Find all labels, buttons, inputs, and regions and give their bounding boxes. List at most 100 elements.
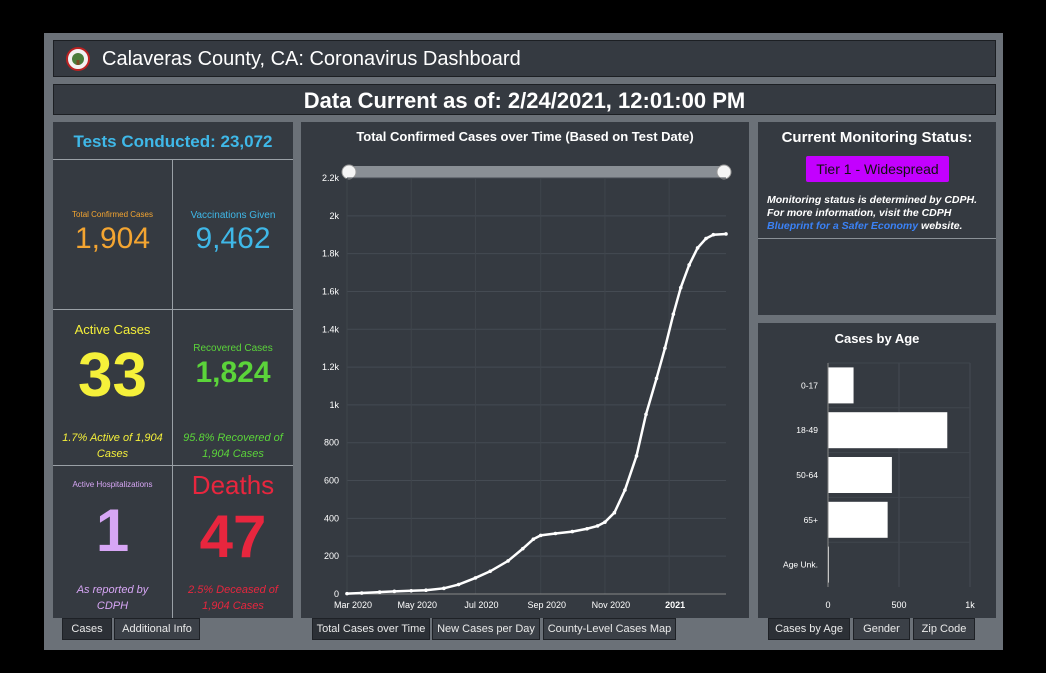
- age-category-label: 0-17: [801, 380, 818, 390]
- age-category-label: 65+: [804, 515, 818, 525]
- data-point: [671, 312, 676, 316]
- data-point: [538, 533, 543, 538]
- x-tick-label: Jul 2020: [464, 600, 498, 610]
- hospitalizations-value: 1: [95, 497, 130, 564]
- age-x-tick-label: 1k: [965, 600, 975, 610]
- tab-additional-info[interactable]: Additional Info: [114, 618, 200, 640]
- data-point: [442, 586, 446, 591]
- stats-panel: Tests Conducted: 23,072 Total Confirmed …: [53, 122, 293, 618]
- data-point: [695, 246, 700, 250]
- total-cases-chart: 0 200 400 600 800 1k 1.2k 1.4k 1.6k 1.8k 2k 2.2k Mar…: [322, 164, 732, 610]
- data-point: [570, 529, 575, 534]
- x-tick-label: May 2020: [397, 600, 437, 610]
- y-tick-label: 2k: [329, 211, 339, 221]
- age-bar: [828, 457, 892, 493]
- active-cases-value: 33: [78, 341, 147, 410]
- data-point: [409, 588, 414, 593]
- vaccinations-value: 9,462: [195, 222, 271, 255]
- deaths-value: 47: [199, 503, 267, 570]
- tab-cases[interactable]: Cases: [62, 618, 112, 640]
- deaths-subtext: 2.5% Deceased of 1,904 Cases: [188, 584, 278, 612]
- data-point: [585, 526, 589, 531]
- total-cases-chart-title: Total Confirmed Cases over Time (Based o…: [356, 129, 694, 144]
- confirmed-cases-value: 1,904: [74, 222, 151, 255]
- cases-by-age-panel: Cases by Age 0 500 1k 0-17 18-49 50-64 65+ Age …: [758, 323, 996, 618]
- data-point: [711, 232, 716, 237]
- data-current-bar: Data Current as of: 2/24/2021, 12:01:00 …: [53, 84, 996, 115]
- x-tick-label: Nov 2020: [592, 600, 631, 610]
- cases-by-age-title: Cases by Age: [834, 331, 920, 346]
- data-point: [345, 591, 349, 596]
- dashboard-title: Calaveras County, CA: Coronavirus Dashbo…: [102, 48, 521, 70]
- data-point: [531, 537, 536, 541]
- blueprint-link[interactable]: Blueprint for a Safer Economy: [767, 220, 919, 232]
- y-tick-label: 1.6k: [322, 286, 340, 296]
- age-bar: [828, 501, 888, 538]
- y-tick-label: 400: [324, 513, 339, 523]
- data-point: [488, 569, 492, 574]
- x-tick-label: Sep 2020: [527, 600, 566, 610]
- confirmed-cases-label: Total Confirmed Cases: [72, 210, 153, 219]
- data-point: [359, 591, 364, 595]
- data-point: [724, 232, 728, 236]
- age-bar: [828, 412, 948, 449]
- data-point: [595, 524, 600, 528]
- data-point: [553, 531, 558, 536]
- active-cases-cell: Active Cases 33 1.7% Active of 1,904 Cas…: [53, 310, 173, 466]
- tab-cases-by-age[interactable]: Cases by Age: [768, 618, 850, 640]
- y-tick-label: 1k: [329, 400, 339, 410]
- note-divider: [758, 238, 996, 239]
- tab-total-cases-over-time[interactable]: Total Cases over Time: [312, 618, 430, 640]
- monitoring-status-heading: Current Monitoring Status:: [781, 129, 973, 146]
- deaths-label: Deaths: [191, 470, 275, 500]
- y-tick-label: 1.2k: [322, 362, 340, 372]
- data-point: [654, 376, 659, 381]
- data-current-text: Data Current as of: 2/24/2021, 12:01:00 …: [303, 88, 746, 113]
- cumulative-cases-line: [346, 232, 727, 595]
- data-point: [473, 576, 478, 580]
- data-point: [392, 589, 397, 594]
- monitoring-status-panel: Current Monitoring Status: Tier 1 - Wide…: [758, 122, 996, 315]
- age-category-label: 50-64: [796, 470, 818, 480]
- data-point: [603, 520, 607, 524]
- age-category-label: Age Unk.: [783, 560, 818, 570]
- total-cases-chart-panel: Total Confirmed Cases over Time (Based o…: [301, 122, 749, 618]
- tab-zip-code[interactable]: Zip Code: [913, 618, 975, 640]
- data-point: [663, 346, 667, 350]
- age-bar: [828, 367, 854, 404]
- data-point: [506, 559, 510, 563]
- cases-by-age-chart: 0 500 1k 0-17 18-49 50-64 65+ Age Unk.: [783, 362, 975, 610]
- county-seal-icon: [66, 47, 90, 71]
- data-point: [456, 582, 461, 587]
- deaths-cell: Deaths 47 2.5% Deceased of 1,904 Cases: [173, 466, 293, 618]
- data-point: [521, 546, 525, 551]
- y-tick-label: 0: [334, 589, 339, 599]
- tab-gender[interactable]: Gender: [853, 618, 910, 640]
- slider-handle-right: [716, 164, 732, 180]
- data-point: [704, 236, 708, 241]
- slider-handle-left: [341, 164, 357, 180]
- data-point: [612, 510, 617, 515]
- monitoring-note-suffix: website.: [921, 220, 963, 232]
- hospitalizations-cell: Active Hospitalizations 1 As reported by…: [53, 466, 173, 618]
- hospitalizations-label: Active Hospitalizations: [72, 480, 153, 489]
- monitoring-note-text: Monitoring status is determined by CDPH.…: [767, 194, 978, 219]
- tab-county-level-cases-map[interactable]: County-Level Cases Map: [543, 618, 676, 640]
- x-tick-label: 2021: [665, 600, 685, 610]
- hospitalizations-subtext: As reported by CDPH: [76, 584, 149, 612]
- vaccinations-cell: Vaccinations Given 9,462: [173, 160, 293, 310]
- vaccinations-label: Vaccinations Given: [190, 210, 276, 221]
- tab-new-cases-per-day[interactable]: New Cases per Day: [432, 618, 540, 640]
- dashboard-header: Calaveras County, CA: Coronavirus Dashbo…: [53, 40, 996, 77]
- confirmed-cases-cell: Total Confirmed Cases 1,904: [53, 160, 173, 310]
- data-point: [687, 263, 691, 267]
- age-category-label: 18-49: [796, 425, 818, 435]
- recovered-cases-subtext: 95.8% Recovered of 1,904 Cases: [183, 432, 283, 460]
- y-tick-label: 800: [324, 438, 339, 448]
- x-tick-label: Mar 2020: [334, 600, 372, 610]
- data-point: [678, 285, 683, 290]
- recovered-cases-value: 1,824: [195, 356, 271, 389]
- data-point: [377, 590, 382, 594]
- y-tick-label: 1.4k: [322, 324, 340, 334]
- active-cases-subtext: 1.7% Active of 1,904 Cases: [62, 432, 163, 460]
